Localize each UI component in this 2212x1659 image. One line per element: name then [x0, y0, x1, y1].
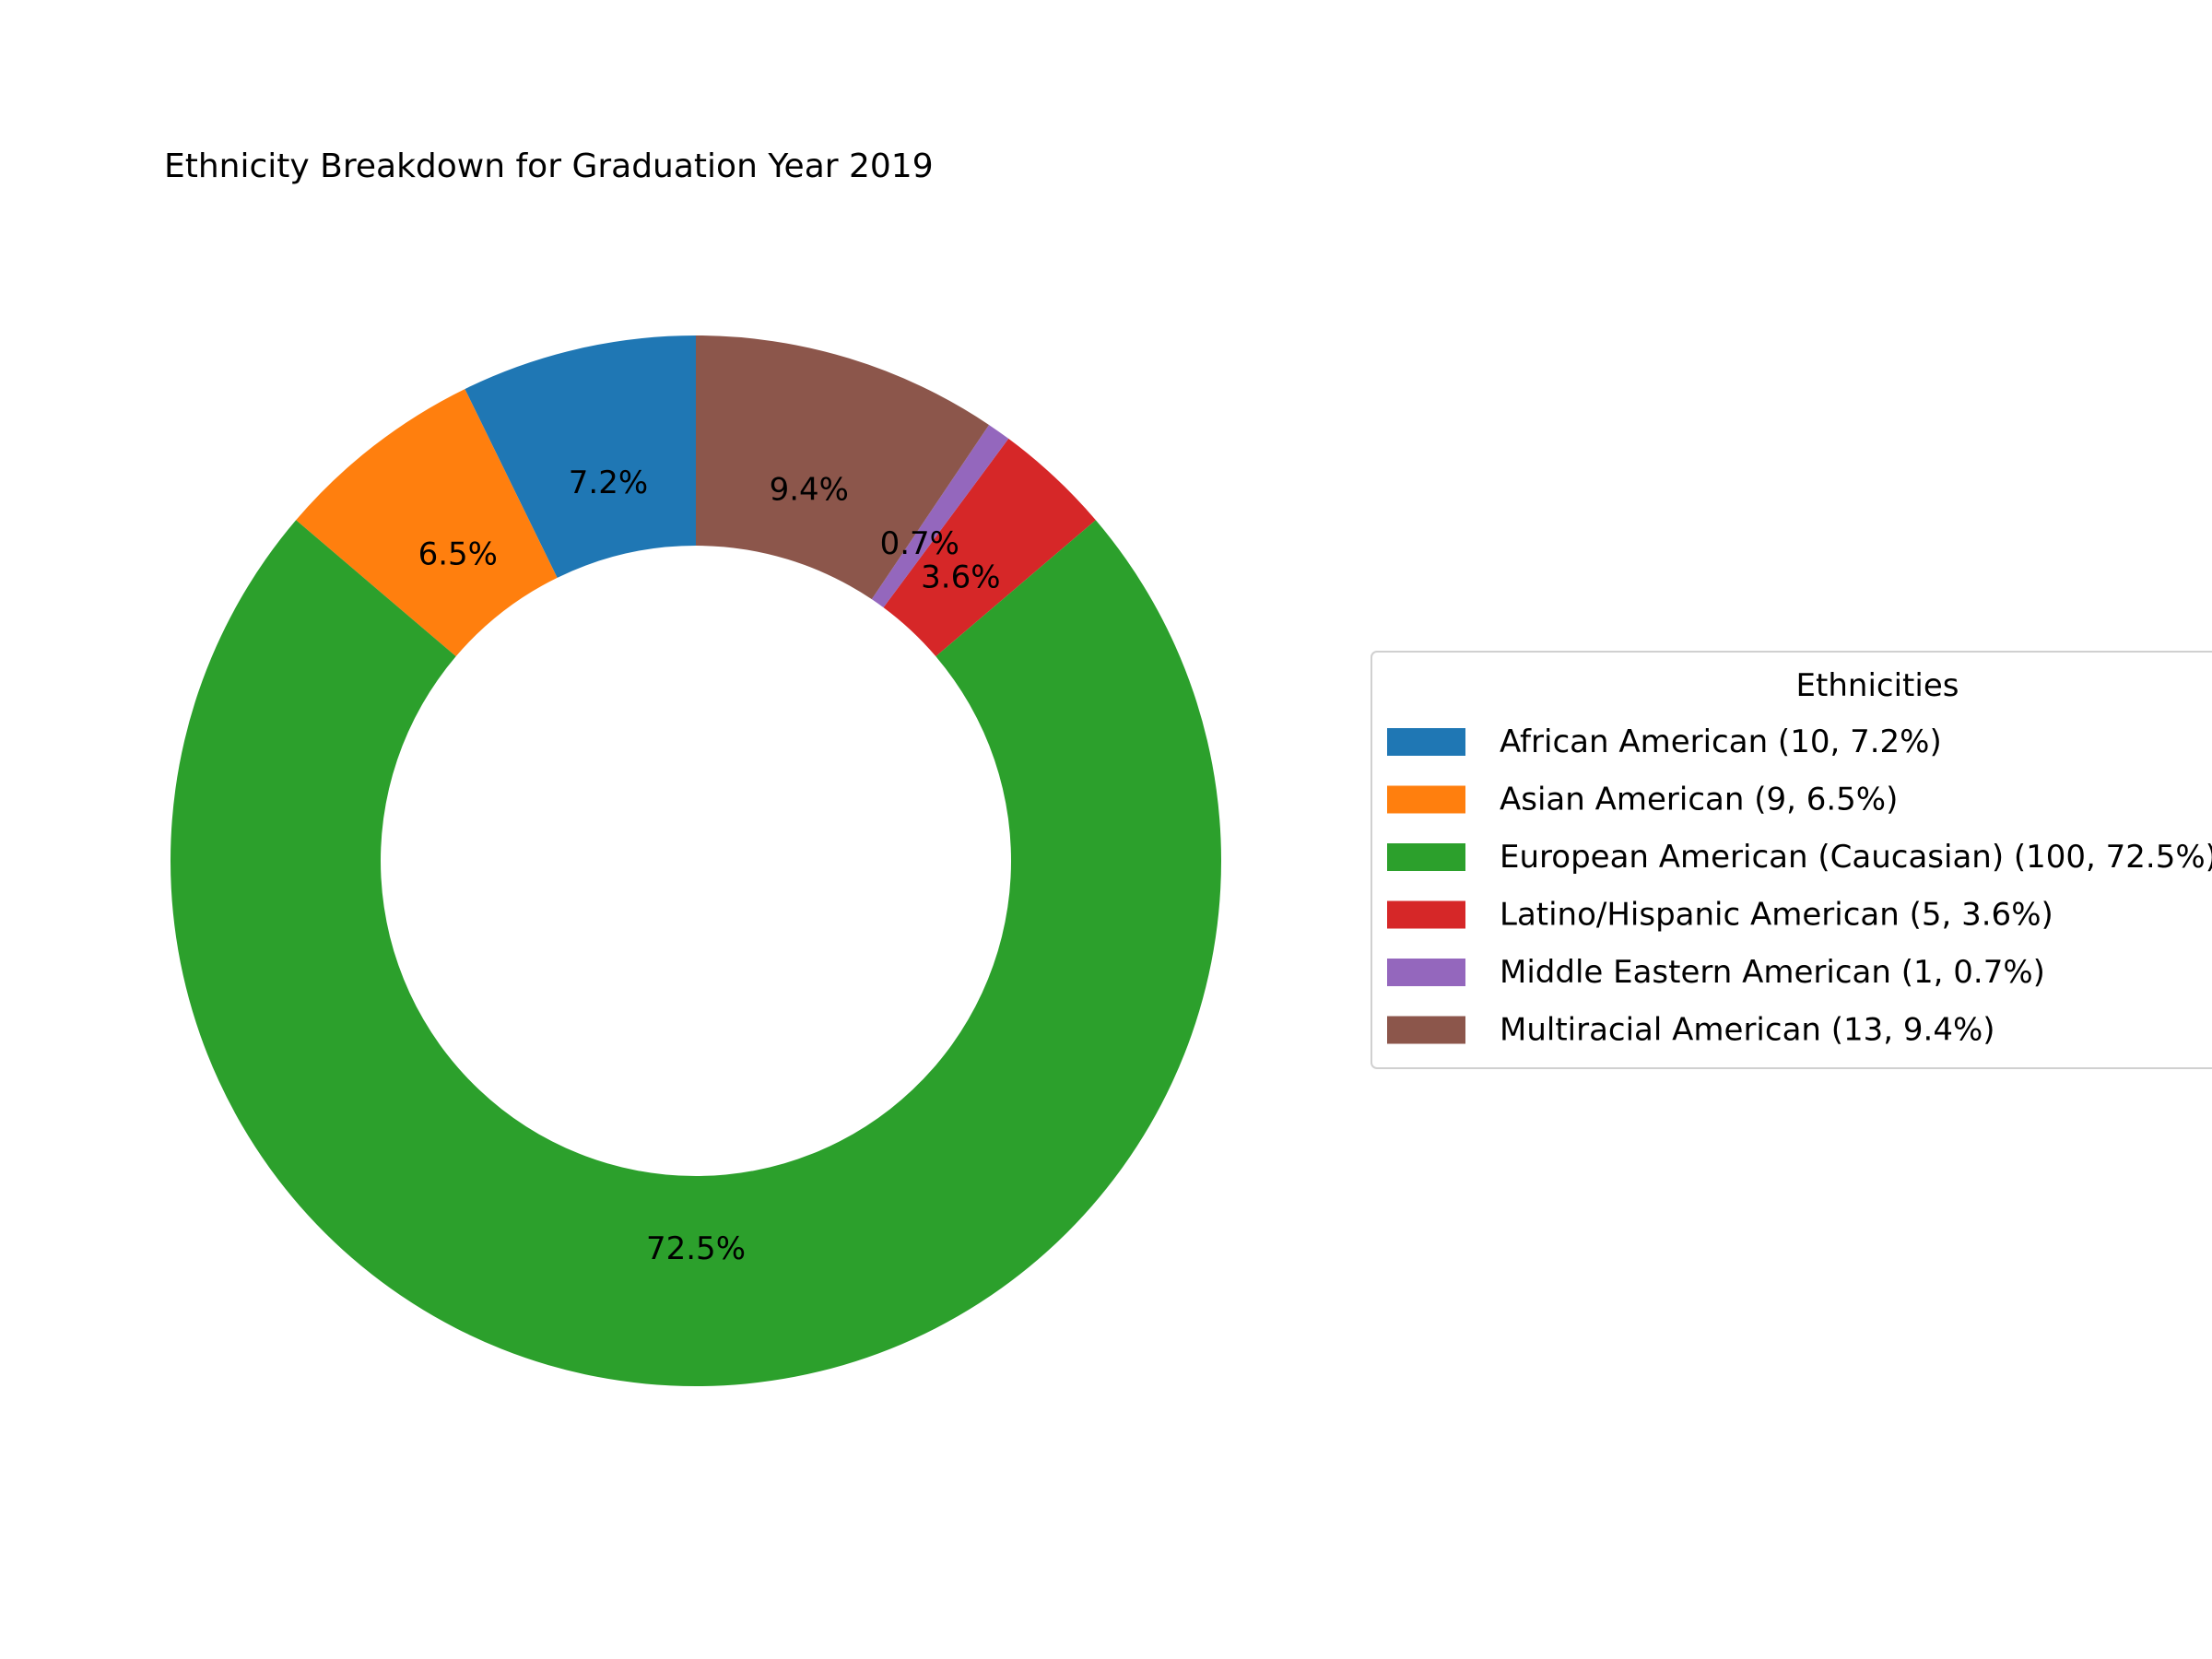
slice-middle-eastern-american: [871, 424, 1009, 608]
slice-european-american-caucasian: [171, 520, 1222, 1386]
legend: Ethnicities African American (10, 7.2%)A…: [1371, 651, 2212, 1069]
legend-swatch-latino-hispanic-american: [1387, 900, 1465, 929]
legend-label-african-american: African American (10, 7.2%): [1500, 724, 1942, 760]
slice-labels-group: 7.2% 6.5% 72.5% 3.6%0.7% 9.4%: [418, 465, 1001, 1267]
chart-title: Ethnicity Breakdown for Graduation Year …: [164, 147, 934, 185]
slice-label-multiracial-american: 9.4%: [770, 471, 849, 508]
legend-title: Ethnicities: [1796, 667, 1959, 704]
slices-group: [171, 335, 1222, 1386]
slice-label-middle-eastern-american: 0.7%: [880, 525, 959, 562]
legend-label-asian-american: Asian American (9, 6.5%): [1500, 782, 1898, 818]
slice-asian-american: [296, 389, 558, 657]
slice-latino-hispanic-american: [883, 438, 1096, 657]
legend-label-middle-eastern-american: Middle Eastern American (1, 0.7%): [1500, 954, 2045, 991]
slice-african-american: [465, 335, 696, 578]
legend-swatch-african-american: [1387, 728, 1465, 756]
legend-label-european-american-caucasian: European American (Caucasian) (100, 72.5…: [1500, 839, 2212, 876]
legend-label-latino-hispanic-american: Latino/Hispanic American (5, 3.6%): [1500, 897, 2053, 934]
slice-multiracial-american: [696, 335, 990, 600]
legend-label-multiracial-american: Multiracial American (13, 9.4%): [1500, 1012, 1995, 1049]
legend-frame: [1371, 651, 2212, 1069]
legend-swatch-middle-eastern-american: [1387, 959, 1465, 986]
legend-swatch-asian-american: [1387, 785, 1465, 814]
slice-label-latino-hispanic-american: 3.6%: [921, 559, 1000, 595]
legend-swatch-multiracial-american: [1387, 1016, 1465, 1044]
legend-items: African American (10, 7.2%) Asian America…: [1387, 724, 2212, 1049]
slice-label-european-american-caucasian: 72.5%: [646, 1230, 746, 1267]
legend-swatch-european-american-caucasian: [1387, 843, 1465, 871]
slice-label-asian-american: 6.5%: [418, 535, 498, 572]
slice-label-african-american: 7.2%: [569, 465, 648, 501]
